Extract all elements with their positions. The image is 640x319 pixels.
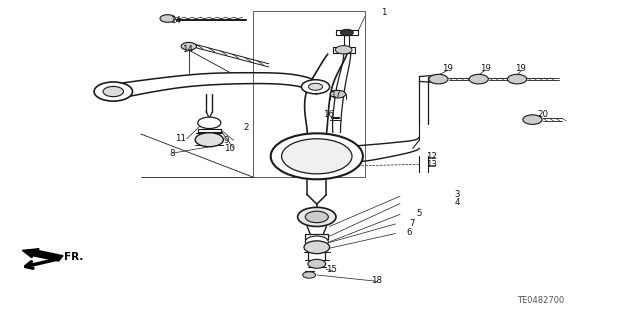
Text: 13: 13 <box>426 160 436 169</box>
Circle shape <box>103 86 124 97</box>
Circle shape <box>340 29 353 36</box>
Circle shape <box>303 272 316 278</box>
Circle shape <box>198 117 221 129</box>
Text: 19: 19 <box>480 64 491 73</box>
Circle shape <box>330 90 346 98</box>
Text: 18: 18 <box>371 276 382 285</box>
Text: 11: 11 <box>175 134 186 143</box>
FancyArrow shape <box>22 249 63 261</box>
Text: 4: 4 <box>454 198 460 207</box>
Text: 10: 10 <box>224 144 235 153</box>
Text: 19: 19 <box>515 64 526 73</box>
Circle shape <box>94 82 132 101</box>
Text: 12: 12 <box>426 152 436 161</box>
Text: TE0482700: TE0482700 <box>517 296 564 305</box>
Text: 5: 5 <box>416 209 422 218</box>
Text: 14: 14 <box>182 45 193 54</box>
Circle shape <box>195 133 223 147</box>
Circle shape <box>523 115 542 124</box>
Circle shape <box>304 241 330 254</box>
Text: 19: 19 <box>442 64 452 73</box>
Circle shape <box>308 83 323 90</box>
Text: 8: 8 <box>170 149 175 158</box>
Circle shape <box>305 211 328 223</box>
Circle shape <box>508 74 527 84</box>
Text: 7: 7 <box>410 219 415 228</box>
Text: 17: 17 <box>330 90 340 99</box>
Circle shape <box>282 139 352 174</box>
Text: 20: 20 <box>538 110 548 119</box>
Text: FR.: FR. <box>64 252 83 262</box>
Text: 6: 6 <box>406 228 412 237</box>
Text: 15: 15 <box>326 265 337 274</box>
Circle shape <box>305 236 328 248</box>
Text: 14: 14 <box>170 16 180 25</box>
Circle shape <box>469 74 488 84</box>
Bar <box>253 11 365 177</box>
Circle shape <box>181 42 196 50</box>
Text: 2: 2 <box>243 123 249 132</box>
Circle shape <box>271 133 363 179</box>
Circle shape <box>308 259 326 268</box>
Text: 16: 16 <box>323 110 334 119</box>
Circle shape <box>301 80 330 94</box>
Text: 1: 1 <box>381 8 387 17</box>
Circle shape <box>335 46 352 54</box>
Text: 3: 3 <box>454 190 460 199</box>
Circle shape <box>429 74 448 84</box>
Circle shape <box>298 207 336 226</box>
Circle shape <box>160 15 175 22</box>
Text: 9: 9 <box>224 136 229 145</box>
